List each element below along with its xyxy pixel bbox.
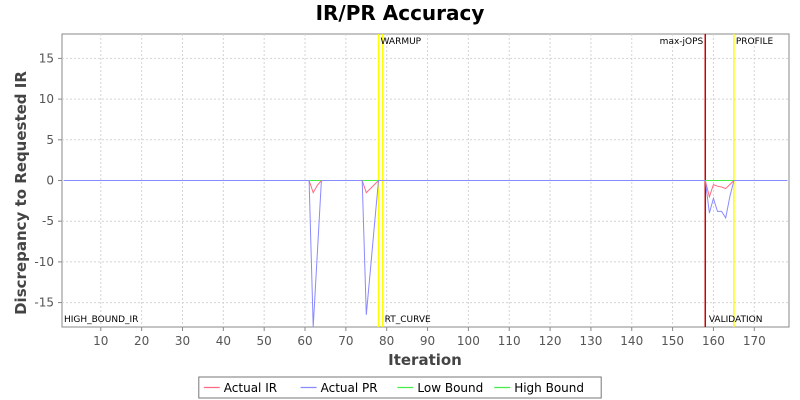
legend-entry-label: Low Bound bbox=[417, 381, 483, 395]
x-tick-label: 90 bbox=[420, 334, 435, 348]
x-tick-label: 60 bbox=[297, 334, 312, 348]
x-tick-label: 110 bbox=[498, 334, 521, 348]
y-tick-label: 15 bbox=[39, 51, 54, 65]
series-line-actual-pr bbox=[64, 180, 787, 328]
x-tick-label: 10 bbox=[93, 334, 108, 348]
legend-entry-label: Actual IR bbox=[224, 381, 277, 395]
legend-entry-label: Actual PR bbox=[321, 381, 378, 395]
y-tick-label: 5 bbox=[46, 133, 54, 147]
x-tick-label: 40 bbox=[216, 334, 231, 348]
marker-label-top: WARMUP bbox=[381, 37, 422, 47]
marker-label-top: max-jOPS bbox=[660, 37, 704, 47]
x-tick-label: 140 bbox=[620, 334, 643, 348]
y-tick-label: 10 bbox=[39, 92, 54, 106]
corner-label-bottom-left: HIGH_BOUND_IR bbox=[64, 315, 138, 325]
y-tick-label: -5 bbox=[42, 214, 54, 228]
x-tick-label: 100 bbox=[457, 334, 480, 348]
y-tick-label: 0 bbox=[46, 174, 54, 188]
y-axis-label: Discrepancy to Requested IR bbox=[12, 71, 30, 315]
marker-label-bottom: VALIDATION bbox=[709, 315, 763, 325]
x-tick-label: 130 bbox=[579, 334, 602, 348]
y-tick-label: -15 bbox=[34, 296, 54, 310]
y-tick-label: -10 bbox=[34, 255, 54, 269]
x-tick-label: 20 bbox=[134, 334, 149, 348]
x-tick-label: 150 bbox=[661, 334, 684, 348]
legend: Actual IR Actual PR Low Bound High Bound bbox=[198, 376, 602, 399]
x-tick-label: 170 bbox=[743, 334, 766, 348]
axis-ticks: 10 20 30 40 50 60 70 80 90 100 110 120 130 140 150 160 1… bbox=[34, 51, 765, 348]
series-line-actual-ir bbox=[64, 180, 787, 199]
x-tick-label: 50 bbox=[257, 334, 272, 348]
legend-entry-label: High Bound bbox=[514, 381, 584, 395]
x-axis-label: Iteration bbox=[388, 351, 462, 369]
x-tick-label: 70 bbox=[338, 334, 353, 348]
marker-label-top: PROFILE bbox=[736, 37, 774, 47]
series-lines bbox=[64, 180, 787, 328]
x-tick-label: 120 bbox=[539, 334, 562, 348]
x-tick-label: 80 bbox=[379, 334, 394, 348]
x-tick-label: 160 bbox=[702, 334, 725, 348]
chart-title: IR/PR Accuracy bbox=[316, 1, 485, 25]
x-tick-label: 30 bbox=[175, 334, 190, 348]
annotations: WARMUP RT_CURVE max-jOPS VALIDATION PROFILE H… bbox=[64, 37, 773, 325]
marker-label-bottom: RT_CURVE bbox=[385, 315, 431, 325]
